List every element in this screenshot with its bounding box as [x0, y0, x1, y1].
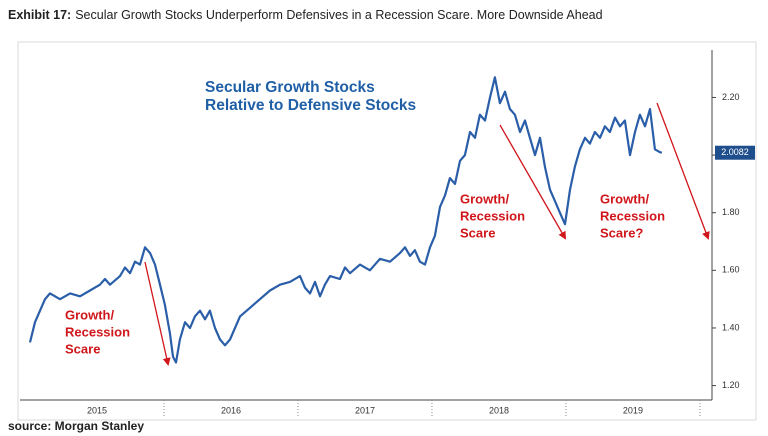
arrow [656, 102, 710, 240]
annotation: Recession [65, 324, 130, 339]
arrow [144, 261, 171, 366]
x-tick-label: 2015 [87, 405, 107, 415]
last-value-box [715, 145, 755, 160]
x-tick-label: 2018 [489, 405, 509, 415]
source: source: Morgan Stanley [8, 419, 144, 433]
y-tick-label: 1.20 [722, 380, 740, 390]
annotation: Scare? [600, 225, 643, 240]
annotation: Scare [460, 225, 495, 240]
annotation: Scare [65, 341, 100, 356]
y-tick-label: 1.40 [722, 322, 740, 332]
arrow [499, 124, 566, 240]
y-tick-label: 1.80 [722, 207, 740, 217]
annotation: Growth/ [460, 191, 509, 206]
title-text: Secular Growth Stocks Underperform Defen… [75, 8, 602, 22]
y-tick-label: 1.60 [722, 265, 740, 275]
x-tick-label: 2016 [221, 405, 241, 415]
annotation: Recession [600, 208, 665, 223]
annotation: Secular Growth Stocks [205, 79, 375, 96]
title-label: Exhibit 17: [8, 8, 71, 22]
series-line [28, 76, 663, 364]
annotation: Relative to Defensive Stocks [205, 97, 416, 114]
y-tick-label: 2.20 [722, 92, 740, 102]
x-tick-label: 2017 [355, 405, 375, 415]
title: Exhibit 17: Secular Growth Stocks Underpe… [8, 8, 603, 22]
arrows [144, 102, 710, 366]
annotation: Recession [460, 208, 525, 223]
last-value-label: 2.0082 [721, 147, 749, 157]
annotation: Growth/ [65, 307, 114, 322]
annotation: Growth/ [600, 191, 649, 206]
chart-frame [17, 41, 757, 421]
x-tick-label: 2019 [623, 405, 643, 415]
